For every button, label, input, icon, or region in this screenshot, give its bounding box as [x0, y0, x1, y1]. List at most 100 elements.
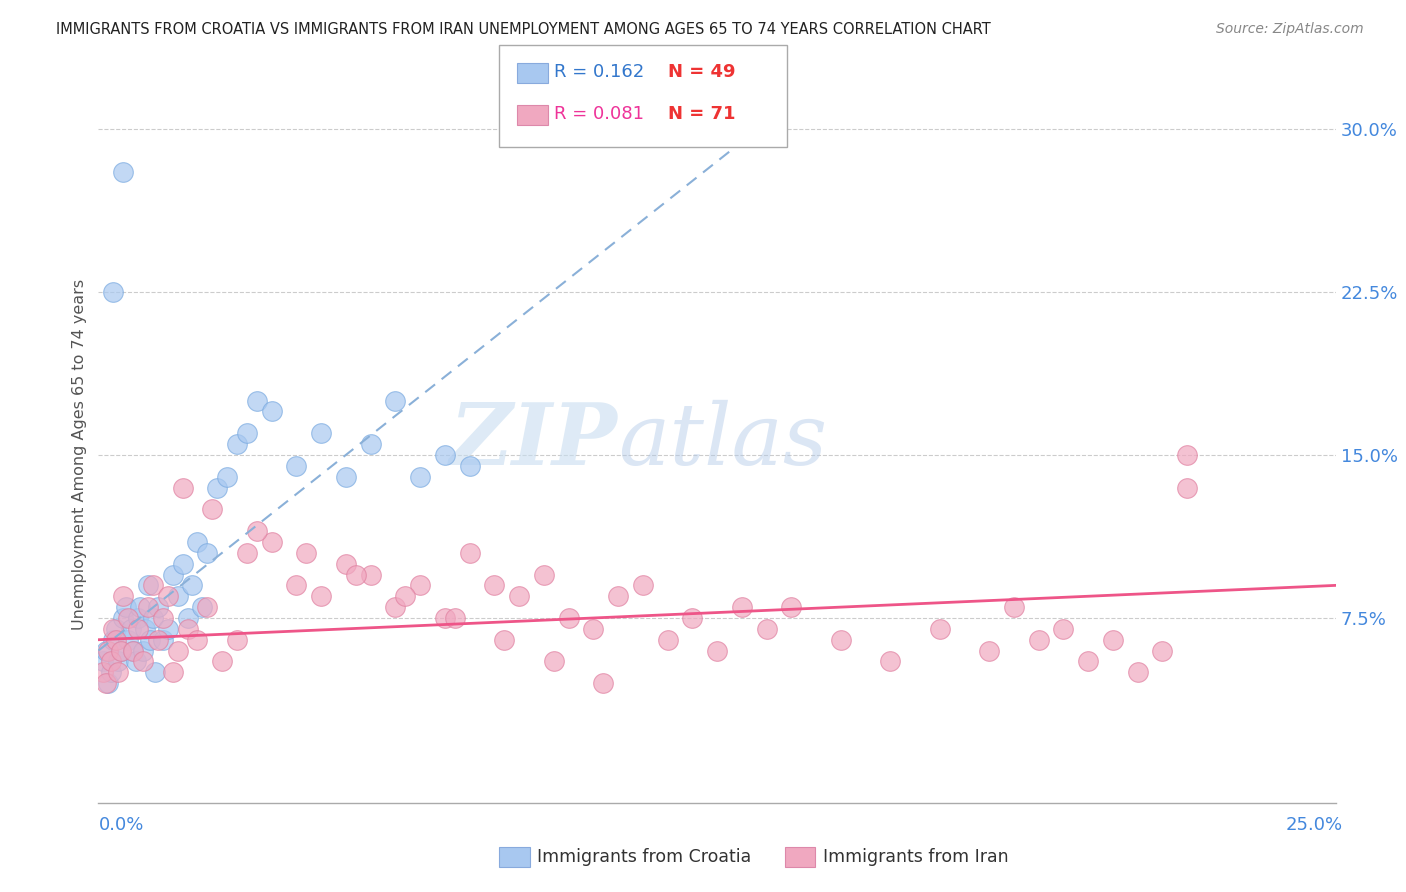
Point: [117, 632, 139, 647]
Point: [1175, 481, 1198, 495]
Point: [295, 546, 318, 560]
Point: [103, 622, 125, 636]
Point: [309, 426, 332, 441]
Point: [122, 643, 145, 657]
Point: [494, 632, 516, 647]
Point: [1028, 632, 1050, 647]
Point: [433, 611, 456, 625]
Text: N = 71: N = 71: [668, 105, 735, 123]
Point: [110, 643, 132, 657]
Point: [124, 655, 146, 669]
Point: [100, 655, 122, 669]
Point: [226, 437, 249, 451]
Point: [122, 643, 145, 657]
Point: [409, 469, 432, 483]
Point: [335, 557, 357, 571]
Point: [1126, 665, 1149, 680]
Point: [166, 589, 188, 603]
Point: [607, 589, 630, 603]
Point: [1052, 622, 1074, 636]
Point: [156, 589, 179, 603]
Point: [146, 632, 169, 647]
Point: [335, 469, 357, 483]
Point: [246, 393, 269, 408]
Text: Immigrants from Iran: Immigrants from Iran: [823, 848, 1008, 866]
Point: [557, 611, 579, 625]
Point: [103, 632, 125, 647]
Point: [195, 600, 218, 615]
Point: [114, 600, 136, 615]
Point: [344, 567, 367, 582]
Point: [409, 578, 432, 592]
Point: [201, 502, 224, 516]
Point: [107, 665, 129, 680]
Point: [631, 578, 654, 592]
Point: [236, 546, 259, 560]
Point: [360, 567, 382, 582]
Point: [484, 578, 506, 592]
Point: [195, 546, 218, 560]
Point: [458, 458, 481, 473]
Text: ZIP: ZIP: [450, 400, 619, 483]
Point: [928, 622, 950, 636]
Point: [136, 600, 159, 615]
Point: [186, 534, 208, 549]
Point: [979, 643, 1001, 657]
Point: [1002, 600, 1025, 615]
Point: [142, 611, 165, 625]
Point: [508, 589, 530, 603]
Point: [97, 676, 120, 690]
Point: [205, 481, 228, 495]
Point: [186, 632, 208, 647]
Point: [211, 655, 233, 669]
Point: [181, 578, 204, 592]
Point: [309, 589, 332, 603]
Point: [166, 643, 188, 657]
Point: [97, 643, 120, 657]
Point: [1175, 448, 1198, 462]
Point: [93, 665, 115, 680]
Text: R = 0.081: R = 0.081: [554, 105, 644, 123]
Text: IMMIGRANTS FROM CROATIA VS IMMIGRANTS FROM IRAN UNEMPLOYMENT AMONG AGES 65 TO 74: IMMIGRANTS FROM CROATIA VS IMMIGRANTS FR…: [56, 22, 991, 37]
Point: [879, 655, 901, 669]
Point: [384, 600, 406, 615]
Point: [112, 611, 135, 625]
Point: [103, 285, 125, 299]
Text: R = 0.162: R = 0.162: [554, 63, 644, 81]
Point: [191, 600, 214, 615]
Point: [706, 643, 728, 657]
Point: [433, 448, 456, 462]
Point: [104, 622, 127, 636]
Point: [172, 557, 194, 571]
Point: [94, 676, 117, 690]
Point: [592, 676, 614, 690]
Point: [246, 524, 269, 538]
Point: [93, 655, 115, 669]
Text: 0.0%: 0.0%: [98, 816, 143, 834]
Point: [162, 665, 184, 680]
Point: [127, 622, 149, 636]
Point: [1102, 632, 1125, 647]
Text: Immigrants from Croatia: Immigrants from Croatia: [537, 848, 751, 866]
Point: [94, 643, 117, 657]
Point: [731, 600, 754, 615]
Point: [1077, 655, 1099, 669]
Point: [152, 632, 174, 647]
Point: [146, 600, 169, 615]
Point: [134, 622, 156, 636]
Point: [260, 534, 283, 549]
Point: [582, 622, 605, 636]
Point: [1152, 643, 1174, 657]
Point: [443, 611, 465, 625]
Point: [394, 589, 416, 603]
Point: [132, 643, 155, 657]
Point: [533, 567, 555, 582]
Point: [657, 632, 679, 647]
Point: [780, 600, 803, 615]
Point: [384, 393, 406, 408]
Point: [120, 622, 142, 636]
Text: atlas: atlas: [619, 400, 827, 483]
Point: [117, 611, 139, 625]
Point: [142, 578, 165, 592]
Point: [236, 426, 259, 441]
